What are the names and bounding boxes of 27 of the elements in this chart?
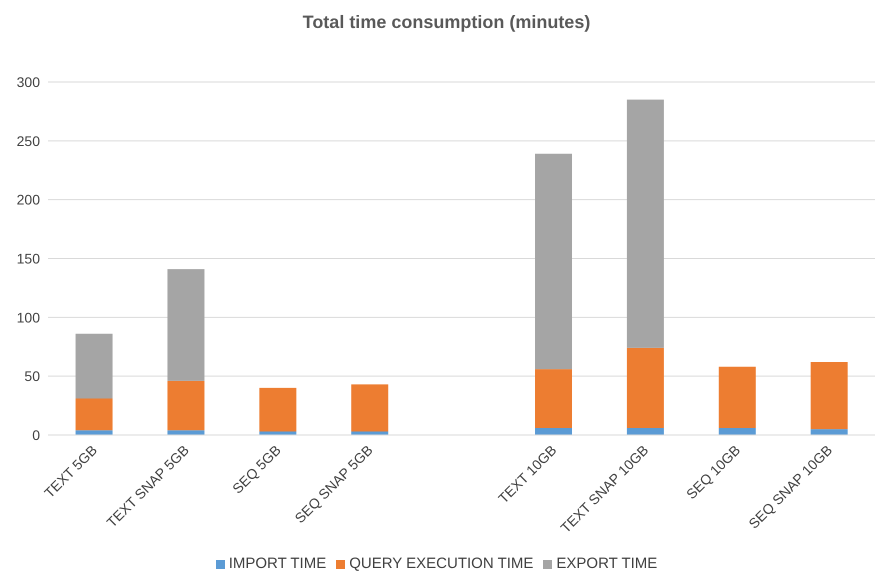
legend-label: EXPORT TIME [556,555,658,572]
bar [535,154,572,370]
bar [535,428,572,435]
y-tick-label: 250 [16,132,40,149]
bar [259,388,296,432]
y-tick-label: 150 [16,250,40,266]
bar [626,348,664,428]
bar [810,429,848,435]
bar [626,428,664,435]
bar [167,380,204,430]
bar [626,100,664,348]
legend-label: IMPORT TIME [228,555,326,572]
bar [718,366,756,428]
bar [167,269,204,381]
bar [351,384,388,432]
y-tick-label: 100 [16,309,40,326]
y-tick-label: 50 [24,368,40,384]
chart-title: Total time consumption (minutes) [302,11,592,34]
y-tick-label: 200 [16,192,40,208]
bar [810,362,848,430]
bar [76,334,113,399]
bar [535,369,572,428]
bar [76,398,113,430]
legend-label: QUERY EXECUTION TIME [349,555,534,572]
y-tick-label: 0 [32,426,40,443]
bar [718,428,756,435]
y-tick-label: 300 [16,74,40,90]
